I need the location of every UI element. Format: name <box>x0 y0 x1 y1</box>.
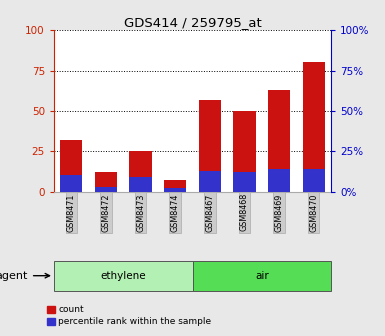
Bar <box>95 172 117 192</box>
FancyBboxPatch shape <box>192 261 331 291</box>
Bar <box>199 171 221 192</box>
Text: GSM8473: GSM8473 <box>136 193 145 232</box>
Text: GSM8469: GSM8469 <box>275 193 284 232</box>
Text: GSM8467: GSM8467 <box>205 193 214 232</box>
Bar <box>199 99 221 192</box>
Text: GSM8474: GSM8474 <box>171 193 180 232</box>
Bar <box>129 151 152 192</box>
Bar <box>233 172 256 192</box>
Text: agent: agent <box>0 271 50 281</box>
Text: GSM8471: GSM8471 <box>67 193 76 232</box>
Text: GSM8472: GSM8472 <box>101 193 110 232</box>
Text: ethylene: ethylene <box>100 271 146 281</box>
Text: GSM8468: GSM8468 <box>240 193 249 232</box>
Bar <box>303 62 325 192</box>
Title: GDS414 / 259795_at: GDS414 / 259795_at <box>124 16 261 29</box>
Bar <box>129 177 152 192</box>
Bar <box>164 188 186 192</box>
Bar <box>303 169 325 192</box>
FancyBboxPatch shape <box>54 261 192 291</box>
Legend: count, percentile rank within the sample: count, percentile rank within the sample <box>43 302 215 330</box>
Bar <box>95 187 117 192</box>
Bar <box>164 180 186 192</box>
Text: air: air <box>255 271 269 281</box>
Bar <box>60 140 82 192</box>
Bar <box>268 169 290 192</box>
Bar <box>60 175 82 192</box>
Bar <box>233 111 256 192</box>
Bar <box>268 90 290 192</box>
Text: GSM8470: GSM8470 <box>309 193 318 232</box>
